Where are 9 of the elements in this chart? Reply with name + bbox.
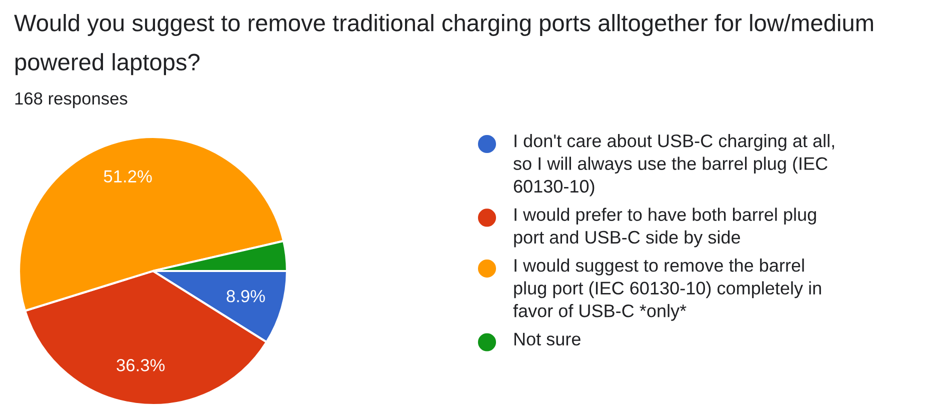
data-label: 36.3% — [116, 359, 165, 372]
chart-subtitle: 168 responses — [15, 92, 128, 108]
data-label: 51.2% — [104, 170, 152, 183]
legend-label: I would suggest to remove the barrel plug port (IEC 60130-10) completely in favor of USB-C *only* — [513, 258, 821, 321]
data-label: 8.9% — [226, 290, 265, 302]
legend-label: I would prefer to have both barrel plug port and USB-C side by side — [514, 208, 816, 248]
legend-label: I don't care about USB-C charging at all, so I will always use the barrel plug (IEC 60130-10) — [514, 134, 834, 196]
legend-label: Not sure — [514, 332, 580, 346]
chart-title: Would you suggest to remove traditional charging ports alltogether for low/medium powered laptops? — [14, 14, 873, 76]
